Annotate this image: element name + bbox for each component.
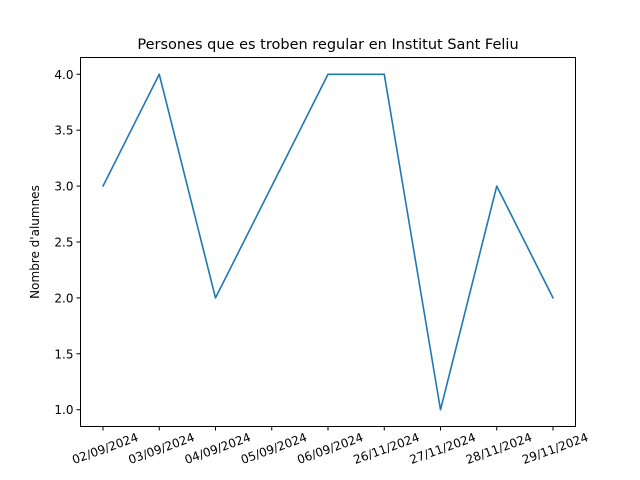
plot-area-frame xyxy=(80,57,576,427)
y-tick-label: 2.5 xyxy=(54,236,73,250)
y-tick-label: 1.0 xyxy=(54,403,73,417)
y-axis-label: Nombre d'alumnes xyxy=(28,185,42,299)
series-line xyxy=(102,73,554,411)
y-tick-label: 1.5 xyxy=(54,347,73,361)
y-tick-label: 4.0 xyxy=(54,68,73,82)
chart-title: Persones que es troben regular en Instit… xyxy=(137,37,518,53)
y-tick-label: 3.5 xyxy=(54,124,73,138)
y-tick-label: 3.0 xyxy=(54,180,73,194)
x-axis-ticks: 02/09/202403/09/202404/09/202405/09/2024… xyxy=(70,426,590,467)
y-axis-ticks: 1.0 1.5 2.0 2.5 3.0 3.5 4.0 xyxy=(54,68,81,417)
y-tick-label: 2.0 xyxy=(54,291,73,305)
